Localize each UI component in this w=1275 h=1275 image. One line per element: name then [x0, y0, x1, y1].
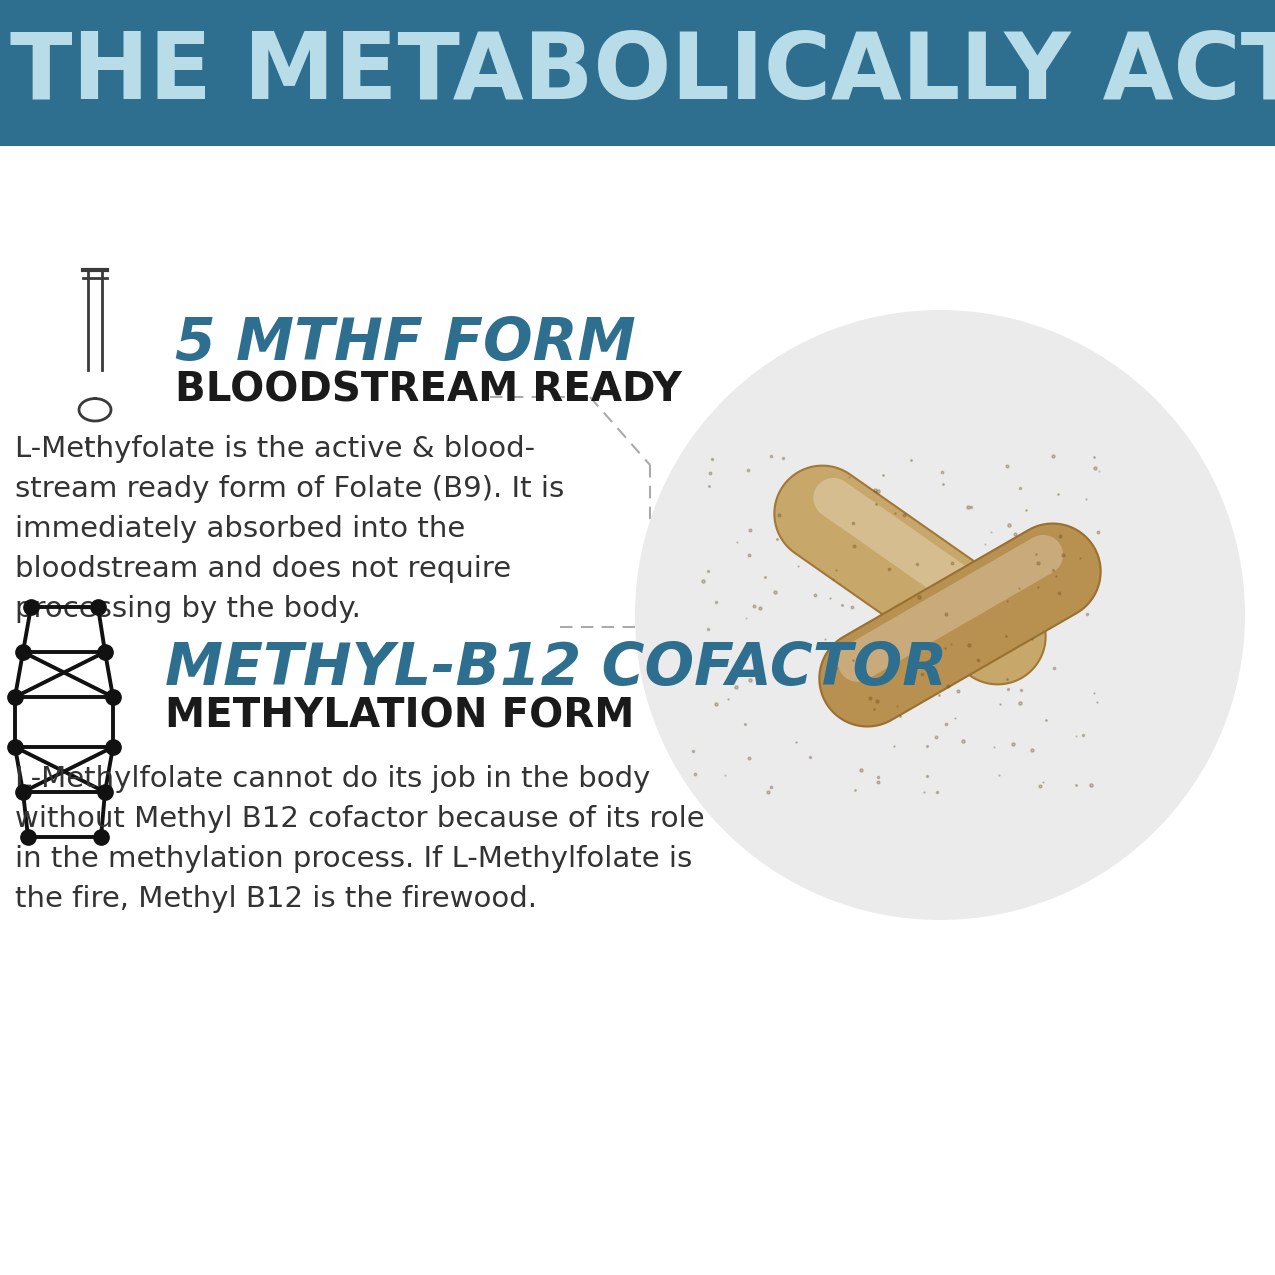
Bar — [0, 0, 1275, 147]
Text: METHYL-B12 COFACTOR: METHYL-B12 COFACTOR — [164, 640, 947, 697]
Circle shape — [635, 310, 1244, 921]
Text: THE METABOLICALLY ACTIVE FORM OF FOLATE: THE METABOLICALLY ACTIVE FORM OF FOLATE — [10, 28, 1275, 119]
Text: 5 MTHF FORM: 5 MTHF FORM — [175, 315, 636, 372]
Polygon shape — [774, 465, 1046, 685]
Text: METHYLATION FORM: METHYLATION FORM — [164, 697, 635, 737]
Polygon shape — [820, 524, 1100, 727]
Text: BLOODSTREAM READY: BLOODSTREAM READY — [175, 370, 682, 411]
Text: L-Methylfolate cannot do its job in the body
without Methyl B12 cofactor because: L-Methylfolate cannot do its job in the … — [15, 765, 705, 913]
Text: L-Methyfolate is the active & blood-
stream ready form of Folate (B9). It is
imm: L-Methyfolate is the active & blood- str… — [15, 435, 565, 623]
